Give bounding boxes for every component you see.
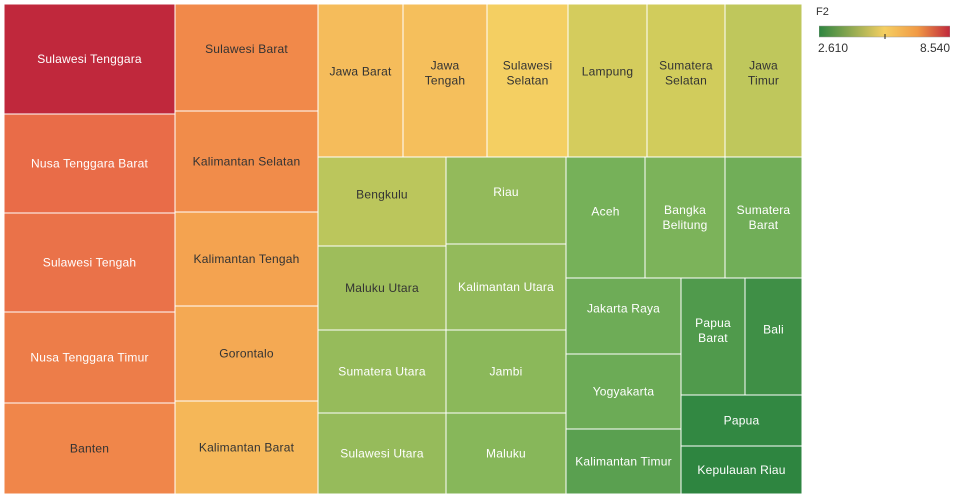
treemap-cell-sumatera-selatan[interactable] [646, 3, 726, 158]
treemap-cell-banten[interactable] [3, 402, 176, 495]
treemap-label-sulawesi-barat: Sulawesi Barat [205, 42, 288, 56]
legend-title: F2 [816, 6, 829, 18]
treemap-cell-gorontalo[interactable] [174, 305, 319, 402]
legend-max-label: 8.540 [919, 41, 950, 55]
treemap-label-sumatera-utara: Sumatera Utara [338, 365, 426, 379]
treemap-label-jawa-tengah: Jawa Tengah [425, 58, 466, 87]
treemap-cell-nusa-tenggara-barat[interactable] [3, 113, 176, 214]
treemap-label-sulawesi-utara: Sulawesi Utara [340, 447, 424, 461]
color-legend: F2 2.610 8.540 [816, 6, 952, 66]
treemap-label-jawa-barat: Jawa Barat [329, 64, 391, 78]
treemap-cell-sulawesi-tengah[interactable] [3, 212, 176, 313]
treemap-label-aceh: Aceh [591, 204, 619, 218]
treemap-cell-maluku[interactable] [445, 412, 567, 495]
treemap-chart: Sulawesi Tenggara Nusa Tenggara Barat Sula… [3, 3, 803, 495]
treemap-cell-riau[interactable] [445, 156, 567, 245]
treemap-cell-jawa-barat[interactable] [317, 3, 404, 158]
treemap-label-banten: Banten [70, 442, 109, 456]
treemap-cell-jawa-tengah[interactable] [402, 3, 488, 158]
treemap-label-jawa-timur: Jawa Timur [748, 58, 779, 87]
treemap-cell-kalimantan-timur[interactable] [565, 428, 682, 495]
treemap-cell-jakarta-raya[interactable] [565, 277, 682, 355]
treemap-cell-sulawesi-tenggara[interactable] [3, 3, 176, 115]
treemap-label-papua-barat: Papua Barat [695, 316, 731, 345]
treemap-label-lampung: Lampung [582, 64, 633, 78]
treemap-label-sumatera-barat: Sumatera Barat [737, 203, 791, 232]
treemap-label-nusa-tenggara-barat: Nusa Tenggara Barat [31, 157, 148, 171]
treemap-label-kepulauan-riau: Kepulauan Riau [697, 463, 785, 477]
treemap-cell-bangka-belitung[interactable] [644, 156, 726, 279]
treemap-cell-papua[interactable] [680, 394, 803, 447]
treemap-cell-bali[interactable] [744, 277, 803, 396]
treemap-label-sulawesi-tengah: Sulawesi Tengah [43, 256, 137, 270]
treemap-label-yogyakarta: Yogyakarta [593, 385, 655, 399]
treemap-label-maluku: Maluku [486, 447, 526, 461]
treemap-label-kalimantan-selatan: Kalimantan Selatan [193, 155, 301, 169]
treemap-label-kalimantan-tengah: Kalimantan Tengah [194, 252, 300, 266]
treemap-cell-lampung[interactable] [567, 3, 648, 158]
treemap-label-maluku-utara: Maluku Utara [345, 281, 419, 295]
treemap-label-riau: Riau [493, 185, 518, 199]
treemap-cell-kalimantan-barat[interactable] [174, 400, 319, 495]
treemap-label-papua: Papua [724, 414, 760, 428]
treemap-label-bangka-belitung: Bangka Belitung [663, 203, 708, 232]
treemap-cell-papua-barat[interactable] [680, 277, 746, 396]
treemap-cell-kalimantan-utara[interactable] [445, 243, 567, 331]
treemap-label-sulawesi-tenggara: Sulawesi Tenggara [37, 52, 142, 66]
treemap-cell-bengkulu[interactable] [317, 156, 447, 247]
treemap-cell-kalimantan-selatan[interactable] [174, 110, 319, 213]
treemap-cell-jawa-timur[interactable] [724, 3, 803, 158]
treemap-cell-sulawesi-utara[interactable] [317, 412, 447, 495]
treemap-cell-jambi[interactable] [445, 329, 567, 414]
treemap-label-kalimantan-barat: Kalimantan Barat [199, 441, 295, 455]
treemap-cell-sumatera-barat[interactable] [724, 156, 803, 279]
treemap-label-gorontalo: Gorontalo [219, 347, 274, 361]
treemap-label-bali: Bali [763, 322, 784, 336]
treemap-cell-kepulauan-riau[interactable] [680, 445, 803, 495]
treemap-cell-nusa-tenggara-timur[interactable] [3, 311, 176, 404]
legend-color-bar[interactable] [819, 22, 950, 42]
treemap-label-bengkulu: Bengkulu [356, 187, 408, 201]
treemap-label-sumatera-selatan: Sumatera Selatan [659, 58, 713, 87]
treemap-label-kalimantan-utara: Kalimantan Utara [458, 280, 554, 294]
treemap-label-jambi: Jambi [489, 365, 522, 379]
treemap-cell-aceh[interactable] [565, 156, 646, 279]
treemap-cell-sulawesi-barat[interactable] [174, 3, 319, 112]
treemap-label-nusa-tenggara-timur: Nusa Tenggara Timur [30, 351, 148, 365]
treemap-cell-sumatera-utara[interactable] [317, 329, 447, 414]
treemap-label-kalimantan-timur: Kalimantan Timur [575, 455, 672, 469]
treemap-label-sulawesi-selatan: Sulawesi Selatan [503, 58, 553, 87]
treemap-label-jakarta-raya: Jakarta Raya [587, 301, 660, 315]
legend-min-label: 2.610 [818, 41, 849, 55]
